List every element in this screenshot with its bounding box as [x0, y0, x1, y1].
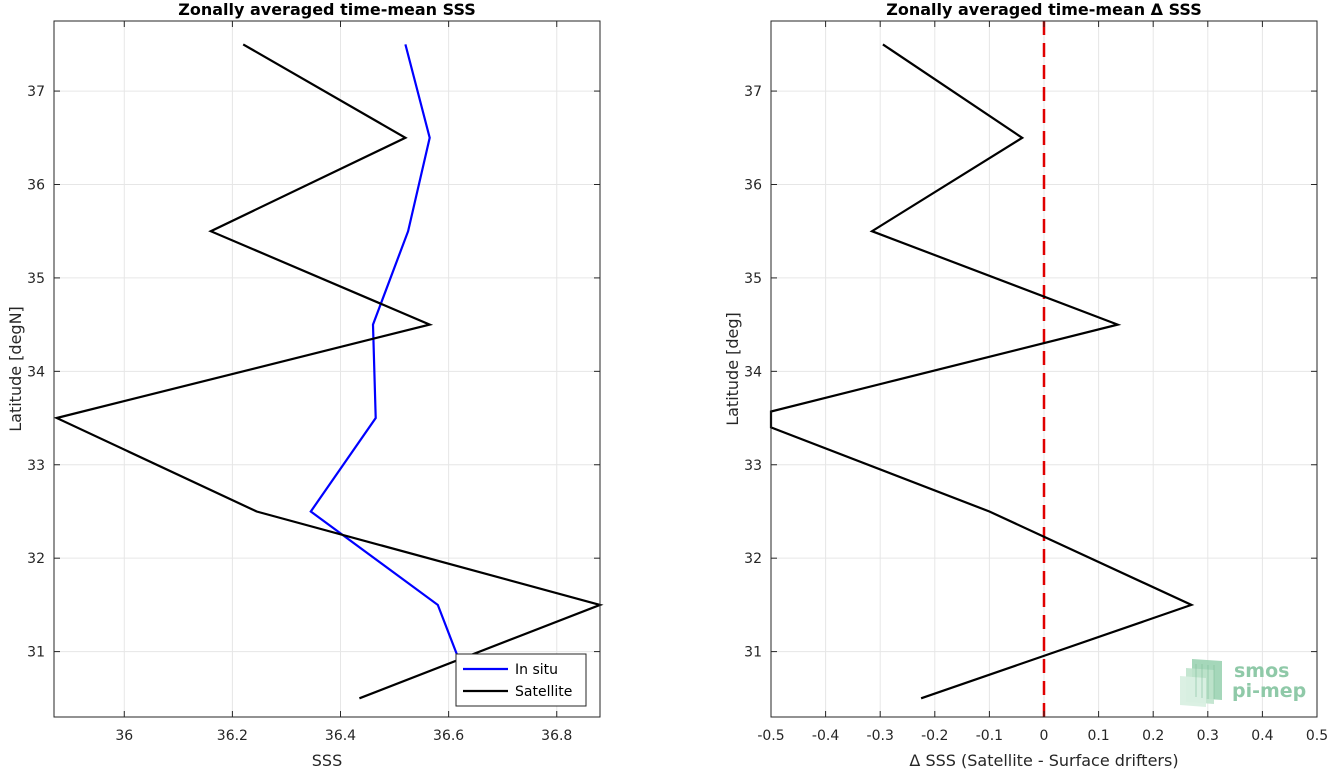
y-tick-label: 35 [744, 271, 762, 287]
logo-text-smos: smos [1234, 660, 1289, 682]
y-tick-label: 34 [27, 364, 45, 380]
smos-pimep-logo: smos pi-mep [1180, 659, 1306, 707]
y-tick-label: 36 [744, 177, 762, 193]
y-axis-label: Latitude [deg] [723, 312, 742, 426]
chart-title: Zonally averaged time-mean SSS [178, 0, 476, 19]
axes-box [53, 20, 601, 718]
x-tick-label: -0.1 [976, 728, 1003, 744]
x-tick-label: 36 [115, 728, 133, 744]
logo-text-pimep: pi-mep [1232, 680, 1306, 702]
y-tick-label: 36 [27, 177, 45, 193]
x-tick-label: -0.4 [812, 728, 839, 744]
x-tick-label: -0.5 [757, 728, 784, 744]
legend-box [455, 653, 587, 707]
x-tick-label: 0.5 [1306, 728, 1328, 744]
y-tick-label: 32 [27, 551, 45, 567]
x-tick-label: 36.4 [325, 728, 356, 744]
x-tick-label: 0 [1040, 728, 1049, 744]
y-tick-label: 35 [27, 271, 45, 287]
panel-zonal-sss: 36 36.2 36.4 36.6 36.8 31 32 33 34 35 36 37 Zonally … [6, 0, 604, 769]
x-tick-label: -0.2 [921, 728, 948, 744]
x-tick-label: 0.4 [1251, 728, 1273, 744]
series-line-in-situ [309, 44, 461, 662]
x-tick-label: 36.2 [217, 728, 248, 744]
legend-label: In situ [515, 662, 558, 678]
y-tick-label: 33 [744, 458, 762, 474]
y-axis-label: Latitude [degN] [6, 306, 25, 432]
y-tick-label: 34 [744, 364, 762, 380]
legend: In situ Satellite [455, 653, 587, 707]
x-tick-label: 0.3 [1197, 728, 1219, 744]
y-tick-label: 37 [27, 84, 45, 100]
x-axis-label: Δ SSS (Satellite - Surface drifters) [909, 751, 1178, 769]
x-tick-label: -0.3 [867, 728, 894, 744]
x-tick-label: 36.6 [433, 728, 464, 744]
y-tick-label: 33 [27, 458, 45, 474]
x-axis-label: SSS [312, 751, 342, 769]
y-tick-label: 31 [27, 645, 45, 661]
series-line-satellite [53, 43, 604, 700]
logo-mark [1180, 659, 1222, 707]
y-tick-label: 31 [744, 645, 762, 661]
panel-zonal-delta-sss: -0.5 -0.4 -0.3 -0.2 -0.1 0 0.1 0.2 0.3 0.4 0.5 31 32… [723, 0, 1328, 769]
y-tick-label: 32 [744, 551, 762, 567]
chart-title: Zonally averaged time-mean Δ SSS [886, 0, 1202, 19]
legend-label: Satellite [515, 684, 572, 700]
x-tick-label: 36.8 [541, 728, 572, 744]
y-tick-label: 37 [744, 84, 762, 100]
x-tick-label: 0.1 [1087, 728, 1109, 744]
x-tick-label: 0.2 [1142, 728, 1164, 744]
plot-area [54, 21, 600, 717]
